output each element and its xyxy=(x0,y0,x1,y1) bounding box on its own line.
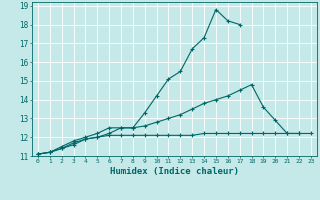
X-axis label: Humidex (Indice chaleur): Humidex (Indice chaleur) xyxy=(110,167,239,176)
